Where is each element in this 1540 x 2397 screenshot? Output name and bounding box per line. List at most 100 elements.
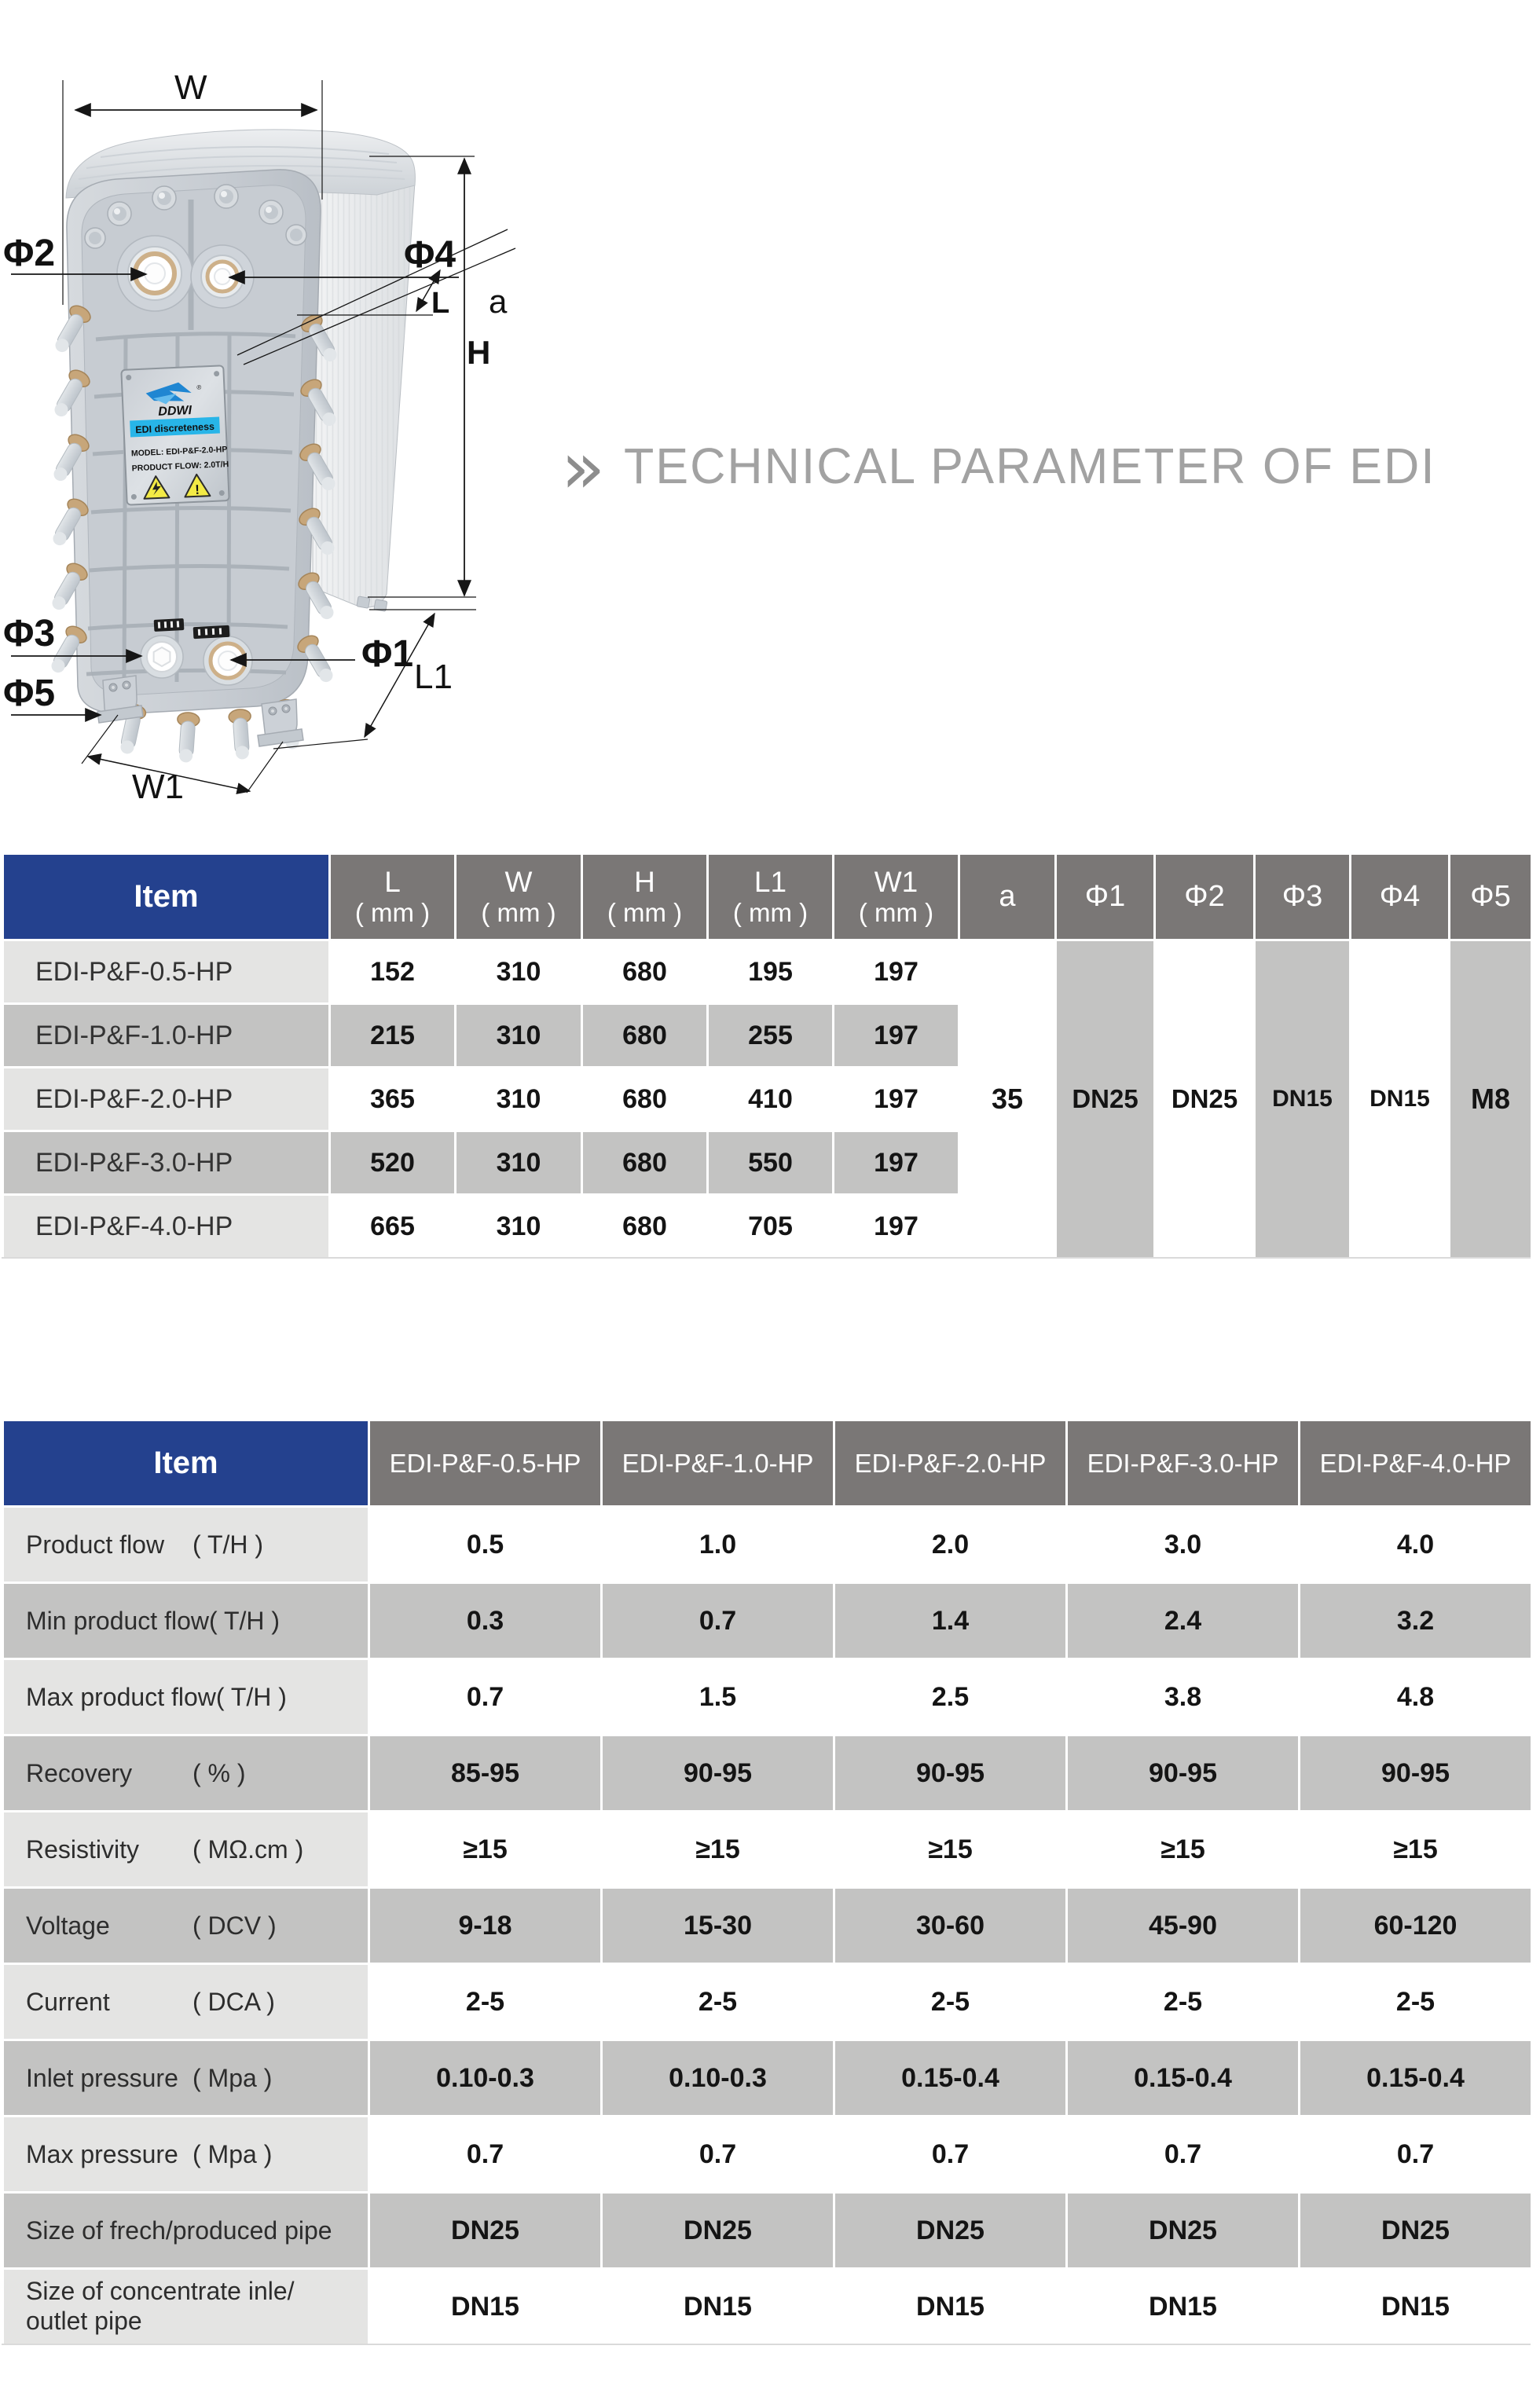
param-value-cell: 0.10-0.3 <box>600 2039 835 2117</box>
param-name: Max pressure <box>26 2139 178 2168</box>
mounting-feet <box>97 675 304 747</box>
label-phi2: Φ2 <box>3 233 55 274</box>
param-value-cell: 0.7 <box>1065 2115 1300 2194</box>
param-value-cell: DN15 <box>1298 2267 1533 2346</box>
label-a: a <box>489 283 508 320</box>
item-name-cell: EDI-P&F-3.0-HP <box>2 1130 331 1196</box>
param-value-cell: DN25 <box>833 2191 1068 2270</box>
ddwi-logo-icon <box>145 382 192 405</box>
param-value-cell: 2-5 <box>1298 1963 1533 2041</box>
label-l: L <box>431 287 449 320</box>
spec-column-header: Φ5 <box>1448 852 1533 941</box>
model-column-header: EDI-P&F-4.0-HP <box>1298 1419 1533 1508</box>
param-value-cell: 3.0 <box>1065 1505 1300 1584</box>
nameplate-banner-text: EDI discreteness <box>135 421 214 435</box>
dim-value-cell: 680 <box>581 939 709 1005</box>
dim-value-cell: 365 <box>328 1066 456 1132</box>
label-phi5: Φ5 <box>3 673 55 714</box>
param-name: Max product flow <box>26 1682 216 1711</box>
dim-header-unit: ( mm ) <box>732 897 808 927</box>
nameplate-model: MODEL: EDI-P&F-2.0-HP <box>131 445 228 458</box>
dim-value-cell: 680 <box>581 1066 709 1132</box>
param-value-cell: 4.8 <box>1298 1658 1533 1736</box>
param-value-cell: 30-60 <box>833 1886 1068 1965</box>
dim-header-unit: ( mm ) <box>481 897 556 927</box>
param-unit: ( T/H ) <box>215 1683 287 1712</box>
param-value-cell: 2.0 <box>833 1505 1068 1584</box>
bottom-port-phi1 <box>203 636 253 686</box>
param-value-cell: 90-95 <box>833 1734 1068 1812</box>
param-value-cell: 0.7 <box>600 2115 835 2194</box>
param-label-cell: Voltage ( DCV ) <box>2 1886 370 1965</box>
param-unit: ( DCV ) <box>192 1911 277 1941</box>
dimension-lines <box>11 80 516 794</box>
spec-value-cell: DN25 <box>1054 939 1156 1259</box>
param-label-cell: Size of frech/produced pipe <box>2 2191 370 2270</box>
dim-value-cell: 215 <box>328 1002 456 1068</box>
param-name: Min product flow <box>26 1606 209 1635</box>
dim-value-cell: 520 <box>328 1130 456 1196</box>
param-value-cell: 0.3 <box>368 1582 603 1660</box>
dimension-w1-line <box>86 753 251 794</box>
table-divider-line <box>2 2344 1531 2345</box>
param-value-cell: 0.7 <box>1298 2115 1533 2194</box>
param-value-cell: 2-5 <box>600 1963 835 2041</box>
param-value-cell: 0.5 <box>368 1505 603 1584</box>
param-unit: ( Mpa ) <box>192 2064 273 2093</box>
table-row: EDI-P&F-4.0-HP 665 310 680 705 197 <box>2 1193 1532 1259</box>
dim-column-header: L1( mm ) <box>706 852 834 941</box>
param-unit: ( T/H ) <box>192 1530 264 1560</box>
dim-value-cell: 310 <box>454 1193 583 1259</box>
param-value-cell: 4.0 <box>1298 1505 1533 1584</box>
param-name: Recovery <box>26 1758 133 1787</box>
dim-value-cell: 550 <box>706 1130 834 1196</box>
label-l1: L1 <box>414 658 453 696</box>
param-value-cell: ≥15 <box>1298 1810 1533 1889</box>
registered-mark-icon: ® <box>196 383 201 390</box>
dimension-l1-line <box>364 612 435 739</box>
electric-warning-icon <box>143 475 170 500</box>
label-phi1: Φ1 <box>361 633 413 675</box>
item-column-header: Item <box>2 852 331 941</box>
spec-value-cell: 35 <box>958 939 1057 1259</box>
param-value-cell: 45-90 <box>1065 1886 1300 1965</box>
param-value-cell: ≥15 <box>833 1810 1068 1889</box>
table-row: Size of frech/produced pipe DN25 DN25 DN25 D… <box>2 2191 1533 2270</box>
param-value-cell: 2-5 <box>1065 1963 1300 2041</box>
param-value-cell: 0.10-0.3 <box>368 2039 603 2117</box>
param-name: Inlet pressure <box>26 2063 178 2092</box>
param-value-cell: 0.7 <box>368 1658 603 1736</box>
dimension-labels: W Φ2 Φ4 a L H Φ3 Φ1 Φ5 L1 W1 <box>3 68 508 806</box>
dim-value-cell: 680 <box>581 1193 709 1259</box>
dim-column-header: W1( mm ) <box>832 852 960 941</box>
param-value-cell: 2.5 <box>833 1658 1068 1736</box>
param-value-cell: DN15 <box>600 2267 835 2346</box>
param-label-cell: Recovery ( % ) <box>2 1734 370 1812</box>
table-row: Min product flow( T/H ) 0.3 0.7 1.4 2.4 3.2 <box>2 1582 1533 1660</box>
table-row: Resistivity( MΩ.cm ) ≥15 ≥15 ≥15 ≥15 ≥15 <box>2 1810 1533 1889</box>
dim-column-header: W( mm ) <box>454 852 583 941</box>
spec-column-header: Φ4 <box>1349 852 1450 941</box>
top-bolt-heads <box>84 184 307 249</box>
param-name: Product flow <box>26 1530 165 1559</box>
dim-value-cell: 152 <box>328 939 456 1005</box>
label-phi4: Φ4 <box>404 234 456 276</box>
param-value-cell: DN25 <box>1065 2191 1300 2270</box>
nameplate-banner-bg <box>130 416 220 438</box>
dim-header-unit: ( mm ) <box>607 897 683 927</box>
module-side-stack <box>312 141 416 612</box>
param-label-cell: Min product flow( T/H ) <box>2 1582 370 1660</box>
table-row: Max pressure( Mpa ) 0.7 0.7 0.7 0.7 0.7 <box>2 2115 1533 2194</box>
nameplate: DDWI ® EDI discreteness MODEL: EDI-P&F-2… <box>120 365 230 506</box>
table-row: Product flow ( T/H ) 0.5 1.0 2.0 3.0 4.0 <box>2 1505 1533 1584</box>
param-value-cell: 15-30 <box>600 1886 835 1965</box>
dim-value-cell: 310 <box>454 1066 583 1132</box>
label-h: H <box>467 334 490 371</box>
param-label-cell: Size of concentrate inle/ outlet pipe <box>2 2267 370 2346</box>
dim-value-cell: 197 <box>832 1066 960 1132</box>
dim-header-unit: ( mm ) <box>858 897 934 927</box>
dim-column-header: L( mm ) <box>328 852 456 941</box>
param-label-cell: Current ( DCA ) <box>2 1963 370 2041</box>
param-value-cell: 90-95 <box>1298 1734 1533 1812</box>
